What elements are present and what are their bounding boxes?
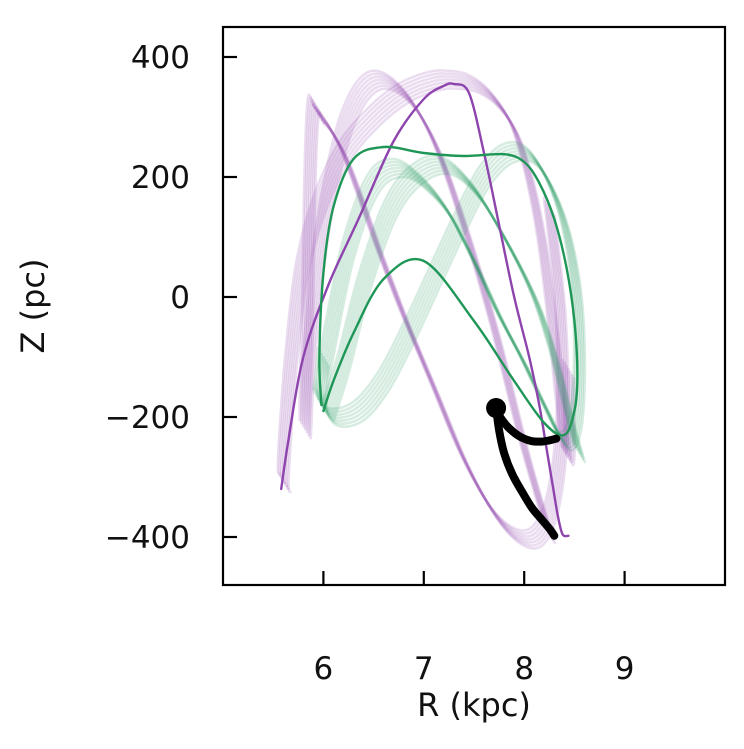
series-5	[321, 154, 587, 464]
series-8-track	[492, 404, 561, 446]
series-1-strand-0	[311, 103, 559, 532]
series-layer	[276, 69, 587, 550]
series-2-strand-0	[276, 69, 566, 476]
series-6-line	[318, 145, 579, 437]
start-marker-0	[486, 398, 507, 418]
series-5-strand-3	[327, 163, 581, 455]
series-2-strand-1	[278, 72, 568, 479]
series-0	[298, 69, 556, 545]
series-4-strand-5	[320, 155, 585, 449]
plot-frame	[221, 25, 727, 587]
tick-layer: 6 7 8 9 400 200 0 −200 −400	[105, 40, 635, 687]
x-tick-label-3: 9	[615, 651, 635, 687]
series-5-strand-5	[330, 169, 585, 461]
series-4-strand-2	[315, 146, 579, 440]
y-tick-label-1: 200	[131, 160, 190, 196]
series-2-strand-6	[287, 87, 577, 494]
series-1-strand-6	[322, 121, 570, 550]
series-3	[280, 82, 570, 538]
series-2-strand-2	[280, 75, 569, 482]
series-4-strand-4	[318, 152, 583, 446]
series-1	[311, 103, 570, 550]
series-4-strand-3	[317, 149, 581, 443]
series-1-strand-4	[318, 115, 566, 544]
x-tick-label-2: 8	[514, 651, 534, 687]
series-2	[276, 69, 577, 494]
series-0-strand-1	[300, 72, 547, 530]
y-tick-label-3: −200	[105, 400, 190, 436]
series-5-strand-2	[325, 160, 579, 452]
series-0-strand-2	[301, 75, 549, 533]
x-tick-label-1: 7	[414, 651, 434, 687]
y-tick-label-0: 400	[131, 40, 190, 76]
series-0-strand-6	[309, 87, 556, 545]
series-5-strand-0	[321, 154, 576, 446]
y-axis-label: Z (pc)	[14, 259, 52, 354]
series-1-strand-1	[313, 106, 561, 535]
series-8	[492, 404, 561, 446]
series-0-strand-5	[307, 84, 555, 542]
series-3-line	[280, 82, 570, 538]
series-2-strand-4	[283, 81, 573, 488]
series-5-strand-1	[323, 157, 578, 449]
series-4-strand-6	[322, 158, 587, 452]
series-7-track	[492, 404, 559, 540]
x-tick-label-0: 6	[314, 651, 334, 687]
y-tick-label-2: 0	[170, 280, 190, 316]
series-1-strand-5	[320, 118, 568, 547]
series-0-strand-4	[305, 81, 553, 539]
x-axis-label: R (kpc)	[417, 686, 531, 724]
y-tick-label-4: −400	[105, 520, 190, 556]
series-4-strand-0	[311, 140, 576, 434]
series-4	[311, 140, 587, 452]
series-2-strand-3	[281, 78, 571, 485]
series-6	[318, 145, 579, 437]
series-0-strand-0	[298, 69, 546, 527]
series-5-strand-4	[328, 166, 583, 458]
series-7	[492, 404, 559, 540]
series-0-strand-3	[303, 78, 551, 536]
series-1-strand-3	[317, 112, 565, 541]
series-2-strand-5	[285, 84, 575, 491]
